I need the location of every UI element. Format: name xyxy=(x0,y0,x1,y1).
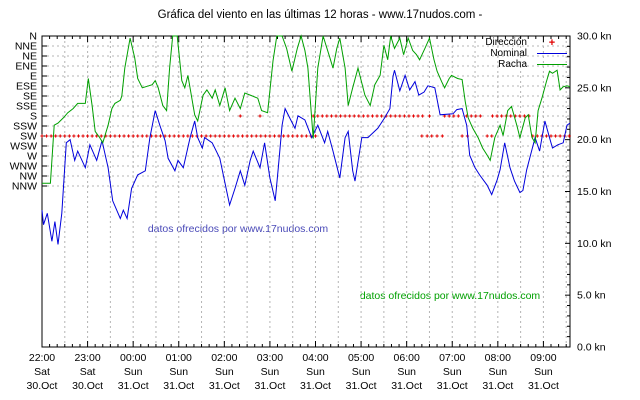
svg-text:Sun: Sun xyxy=(397,366,416,378)
svg-text:SE: SE xyxy=(23,91,37,103)
svg-text:03:00: 03:00 xyxy=(257,352,283,364)
svg-text:31.Oct: 31.Oct xyxy=(300,380,331,392)
svg-text:31.Oct: 31.Oct xyxy=(118,380,149,392)
svg-text:22:00: 22:00 xyxy=(29,352,55,364)
axis-ticks xyxy=(41,35,570,348)
svg-text:Sun: Sun xyxy=(488,366,507,378)
svg-text:25.0 kn: 25.0 kn xyxy=(577,82,612,94)
svg-text:31.Oct: 31.Oct xyxy=(391,380,422,392)
direction-points xyxy=(40,114,571,138)
direction-point-marker-icon: + xyxy=(548,36,556,49)
svg-text:07:00: 07:00 xyxy=(439,352,465,364)
watermark-blue: datos ofrecidos por www.17nudos.com xyxy=(147,223,329,235)
grid xyxy=(42,36,570,347)
chart-title: Gráfica del viento en las últimas 12 hor… xyxy=(157,9,483,21)
svg-text:30.0 kn: 30.0 kn xyxy=(577,31,612,43)
watermark-green: datos ofrecidos por www.17nudos.com xyxy=(359,290,541,302)
svg-text:30.Oct: 30.Oct xyxy=(72,380,103,392)
nominal-line xyxy=(41,70,571,245)
svg-text:NNW: NNW xyxy=(12,181,37,193)
svg-text:31.Oct: 31.Oct xyxy=(254,380,285,392)
svg-text:10.0 kn: 10.0 kn xyxy=(577,238,612,250)
legend-nominal-label: Nominal xyxy=(490,48,527,59)
svg-text:15.0 kn: 15.0 kn xyxy=(577,186,612,198)
svg-text:E: E xyxy=(30,71,37,83)
svg-text:WSW: WSW xyxy=(10,141,37,153)
chart-legend: Dirección + Nominal Racha xyxy=(440,37,568,70)
svg-text:Sat: Sat xyxy=(34,366,50,378)
svg-text:ENE: ENE xyxy=(15,61,37,73)
svg-text:Sun: Sun xyxy=(352,366,371,378)
svg-text:Sun: Sun xyxy=(306,366,325,378)
svg-text:SW: SW xyxy=(20,131,37,143)
svg-text:NW: NW xyxy=(20,171,38,183)
legend-racha-label: Racha xyxy=(498,59,527,70)
svg-text:NNE: NNE xyxy=(15,41,37,53)
svg-text:0.0 kn: 0.0 kn xyxy=(577,342,606,354)
svg-text:S: S xyxy=(30,111,37,123)
svg-text:WNW: WNW xyxy=(10,161,37,173)
svg-text:31.Oct: 31.Oct xyxy=(209,380,240,392)
svg-text:30.Oct: 30.Oct xyxy=(27,380,58,392)
svg-text:05:00: 05:00 xyxy=(348,352,374,364)
legend-item-nominal: Nominal xyxy=(440,48,568,59)
legend-item-racha: Racha xyxy=(440,59,568,70)
svg-text:31.Oct: 31.Oct xyxy=(437,380,468,392)
legend-direction-label: Dirección xyxy=(485,37,527,48)
svg-text:06:00: 06:00 xyxy=(394,352,420,364)
svg-text:SSE: SSE xyxy=(16,101,37,113)
svg-text:Sun: Sun xyxy=(215,366,234,378)
plot-border xyxy=(41,35,571,348)
svg-text:00:00: 00:00 xyxy=(120,352,146,364)
svg-text:31.Oct: 31.Oct xyxy=(482,380,513,392)
svg-text:Sun: Sun xyxy=(534,366,553,378)
svg-text:04:00: 04:00 xyxy=(302,352,328,364)
svg-text:02:00: 02:00 xyxy=(211,352,237,364)
svg-text:Sun: Sun xyxy=(443,366,462,378)
svg-text:31.Oct: 31.Oct xyxy=(528,380,559,392)
svg-text:31.Oct: 31.Oct xyxy=(163,380,194,392)
svg-text:09:00: 09:00 xyxy=(530,352,556,364)
svg-text:31.Oct: 31.Oct xyxy=(346,380,377,392)
svg-text:Sun: Sun xyxy=(124,366,143,378)
svg-text:Sat: Sat xyxy=(80,366,96,378)
svg-text:W: W xyxy=(27,151,37,163)
svg-text:01:00: 01:00 xyxy=(166,352,192,364)
svg-text:ESE: ESE xyxy=(16,81,37,93)
svg-text:20.0 kn: 20.0 kn xyxy=(577,134,612,146)
svg-text:08:00: 08:00 xyxy=(485,352,511,364)
svg-text:5.0 kn: 5.0 kn xyxy=(577,290,606,302)
legend-item-direction: Dirección + xyxy=(440,37,568,48)
racha-line xyxy=(42,34,571,184)
svg-text:NE: NE xyxy=(22,51,37,63)
svg-text:Sun: Sun xyxy=(169,366,188,378)
racha-line-marker-icon xyxy=(536,64,568,65)
nominal-line-marker-icon xyxy=(536,53,568,54)
svg-text:N: N xyxy=(29,31,37,43)
svg-text:SSW: SSW xyxy=(13,121,37,133)
svg-text:Sun: Sun xyxy=(261,366,280,378)
svg-text:23:00: 23:00 xyxy=(74,352,100,364)
